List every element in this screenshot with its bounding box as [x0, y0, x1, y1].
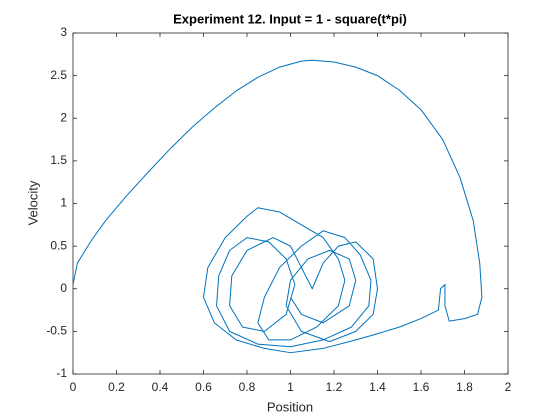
- y-tick-label: -0.5: [46, 324, 67, 338]
- y-axis-label: Velocity: [25, 180, 40, 225]
- y-tick-label: 1: [60, 196, 67, 210]
- x-tick-label: 2: [505, 380, 512, 394]
- y-tick-label: 3: [60, 25, 67, 39]
- y-tick-label: -1: [56, 366, 67, 380]
- x-tick-label: 0: [70, 380, 77, 394]
- x-tick-label: 1.4: [369, 380, 386, 394]
- x-tick-label: 0.6: [195, 380, 212, 394]
- x-tick-label: 1.2: [326, 380, 343, 394]
- trajectory-line: [72, 59, 483, 354]
- x-tick-label: 0.4: [152, 380, 169, 394]
- x-tick-label: 1.8: [456, 380, 473, 394]
- y-tick-label: 1.5: [50, 153, 67, 167]
- x-tick-label: 0.2: [108, 380, 125, 394]
- chart-title: Experiment 12. Input = 1 - square(t*pi): [173, 11, 407, 26]
- x-tick-label: 1.6: [413, 380, 430, 394]
- y-tick-label: 0.5: [50, 238, 67, 252]
- y-tick-label: 0: [60, 281, 67, 295]
- x-tick-label: 1: [287, 380, 294, 394]
- y-tick-label: 2.5: [50, 68, 67, 82]
- y-tick-label: 2: [60, 110, 67, 124]
- x-axis-label: Position: [267, 399, 313, 414]
- x-tick-label: 0.8: [239, 380, 256, 394]
